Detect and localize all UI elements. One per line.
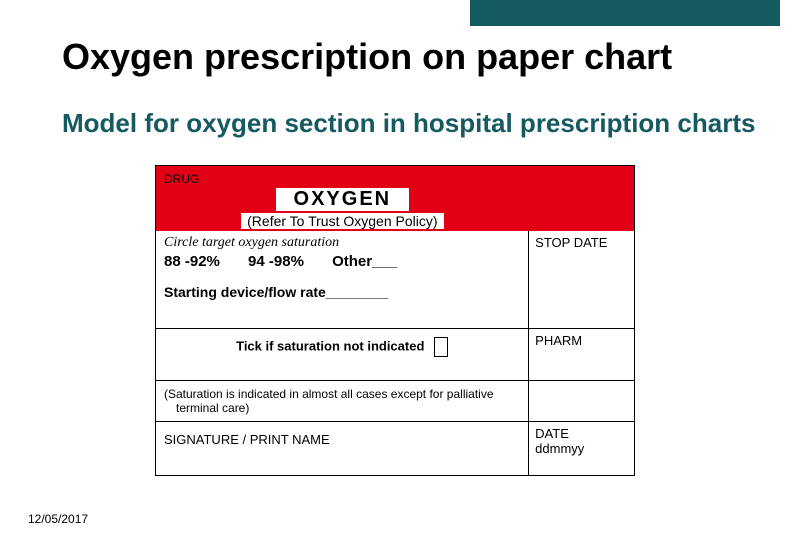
tick-checkbox[interactable]: [434, 337, 448, 357]
top-accent-bar: [470, 0, 780, 26]
drug-label: DRUG: [164, 172, 521, 186]
slide-subtitle: Model for oxygen section in hospital pre…: [62, 108, 755, 139]
saturation-note: (Saturation is indicated in almost all c…: [156, 381, 529, 422]
blank-right-cell: [529, 381, 635, 422]
pharm-cell: PHARM: [529, 329, 635, 381]
drug-name: OXYGEN: [276, 188, 410, 211]
circle-instruction: Circle target oxygen saturation: [164, 235, 520, 251]
option-94-98: 94 -98%: [248, 253, 304, 270]
date-cell: DATE ddmmyy: [529, 422, 635, 476]
red-right-cell: [529, 166, 635, 232]
refer-policy: (Refer To Trust Oxygen Policy): [241, 213, 443, 229]
option-other: Other___: [332, 253, 397, 270]
tick-label: Tick if saturation not indicated: [236, 338, 424, 353]
date-format: ddmmyy: [535, 441, 628, 456]
footer-date: 12/05/2017: [28, 512, 88, 526]
signature-cell: SIGNATURE / PRINT NAME: [156, 422, 529, 476]
tick-cell: Tick if saturation not indicated: [156, 329, 529, 381]
slide-title: Oxygen prescription on paper chart: [62, 36, 672, 78]
stop-date-cell: STOP DATE: [529, 231, 635, 329]
saturation-cell: Circle target oxygen saturation 88 -92% …: [156, 231, 529, 274]
drug-header-cell: DRUG OXYGEN (Refer To Trust Oxygen Polic…: [156, 166, 529, 232]
starting-device-cell: Starting device/flow rate________: [156, 274, 529, 329]
option-88-92: 88 -92%: [164, 253, 220, 270]
date-label: DATE: [535, 426, 628, 441]
prescription-form: DRUG OXYGEN (Refer To Trust Oxygen Polic…: [155, 165, 635, 476]
